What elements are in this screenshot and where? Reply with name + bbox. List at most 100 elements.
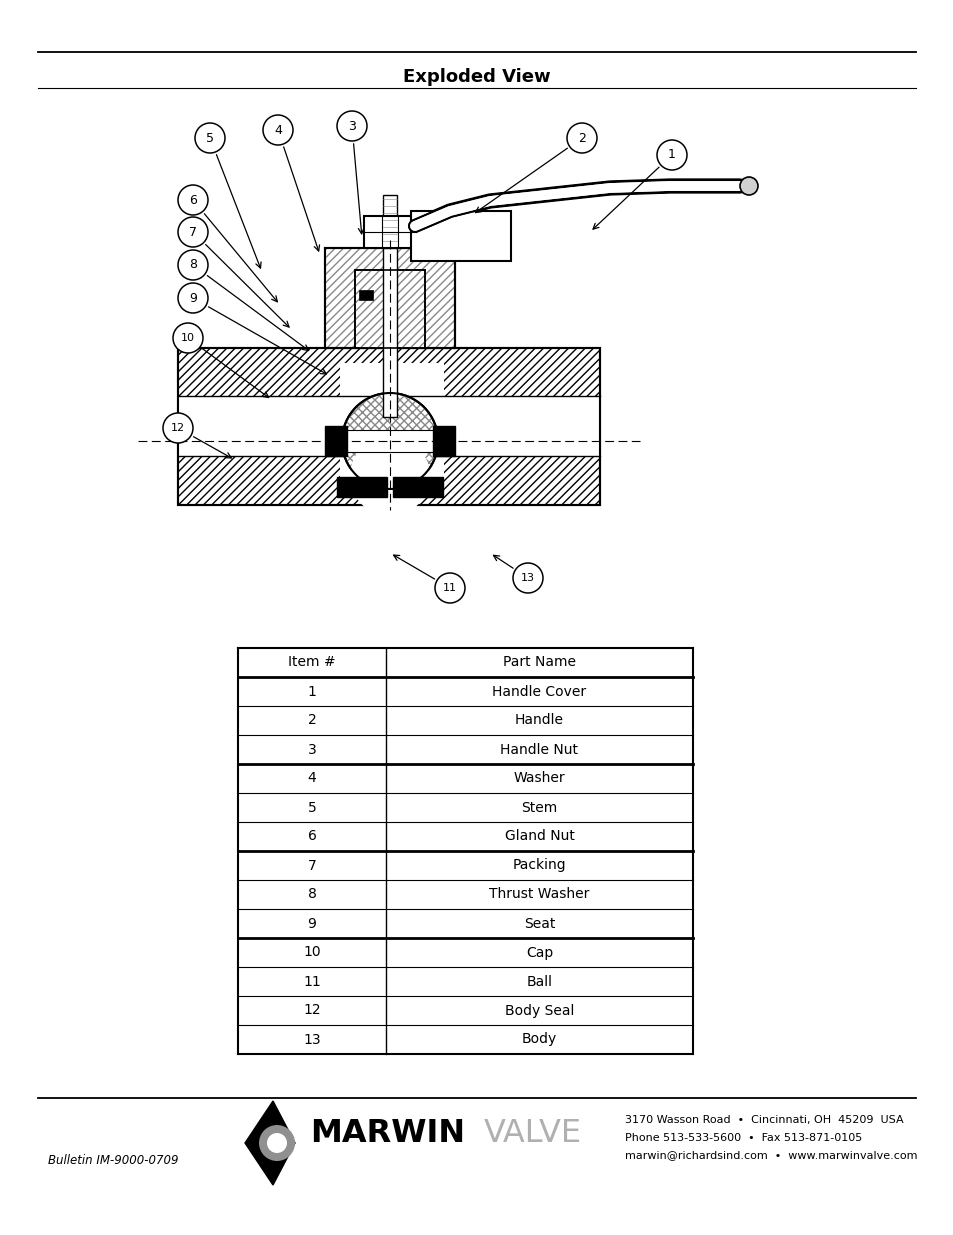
- Text: Stem: Stem: [521, 800, 558, 815]
- Circle shape: [194, 124, 225, 153]
- Text: Part Name: Part Name: [502, 656, 576, 669]
- Bar: [358, 290, 373, 300]
- Text: 3170 Wasson Road  •  Cincinnati, OH  45209  USA: 3170 Wasson Road • Cincinnati, OH 45209 …: [624, 1115, 902, 1125]
- Bar: [237, 851, 692, 881]
- Text: 9: 9: [307, 916, 316, 930]
- Circle shape: [435, 573, 464, 603]
- Text: 5: 5: [307, 800, 316, 815]
- Circle shape: [350, 436, 430, 516]
- Text: 9: 9: [189, 291, 196, 305]
- Bar: [237, 967, 692, 995]
- Bar: [237, 939, 692, 967]
- Circle shape: [172, 324, 203, 353]
- Text: 11: 11: [303, 974, 320, 988]
- Text: 1: 1: [307, 684, 316, 699]
- Bar: [237, 909, 692, 939]
- Text: 12: 12: [171, 424, 185, 433]
- Bar: [237, 735, 692, 764]
- Bar: [382, 195, 396, 248]
- Bar: [237, 648, 692, 677]
- Bar: [237, 823, 692, 851]
- Circle shape: [178, 283, 208, 312]
- Text: 6: 6: [307, 830, 316, 844]
- Bar: [237, 677, 692, 706]
- Polygon shape: [245, 1100, 294, 1186]
- Circle shape: [178, 185, 208, 215]
- Text: Cap: Cap: [525, 946, 553, 960]
- Bar: [355, 270, 424, 348]
- Text: 3: 3: [307, 742, 316, 757]
- Text: Handle Cover: Handle Cover: [492, 684, 586, 699]
- Circle shape: [657, 140, 686, 170]
- Text: Phone 513-533-5600  •  Fax 513-871-0105: Phone 513-533-5600 • Fax 513-871-0105: [624, 1132, 862, 1144]
- Bar: [325, 248, 455, 348]
- Text: 8: 8: [307, 888, 316, 902]
- Circle shape: [178, 249, 208, 280]
- Text: Ball: Ball: [526, 974, 552, 988]
- Text: Packing: Packing: [512, 858, 566, 872]
- Text: Handle Nut: Handle Nut: [500, 742, 578, 757]
- Bar: [237, 995, 692, 1025]
- Text: 1: 1: [667, 148, 676, 162]
- Text: 13: 13: [303, 1032, 320, 1046]
- Bar: [178, 348, 599, 505]
- Bar: [433, 426, 455, 456]
- Bar: [364, 216, 416, 248]
- Circle shape: [258, 1125, 294, 1161]
- Bar: [237, 793, 692, 823]
- Text: 5: 5: [206, 131, 213, 144]
- Text: 10: 10: [303, 946, 320, 960]
- Text: VALVE: VALVE: [483, 1118, 581, 1149]
- Bar: [393, 477, 442, 496]
- Circle shape: [178, 217, 208, 247]
- Text: 7: 7: [189, 226, 196, 238]
- Text: 2: 2: [307, 714, 316, 727]
- Text: marwin@richardsind.com  •  www.marwinvalve.com: marwin@richardsind.com • www.marwinvalve…: [624, 1150, 917, 1160]
- Circle shape: [566, 124, 597, 153]
- Text: 10: 10: [181, 333, 194, 343]
- Bar: [178, 348, 599, 505]
- Bar: [237, 764, 692, 793]
- Bar: [325, 248, 455, 348]
- Text: 6: 6: [189, 194, 196, 206]
- Text: 8: 8: [189, 258, 196, 272]
- Text: 4: 4: [274, 124, 282, 137]
- Text: 7: 7: [307, 858, 316, 872]
- Bar: [355, 270, 424, 348]
- Text: Thrust Washer: Thrust Washer: [489, 888, 589, 902]
- Text: 4: 4: [307, 772, 316, 785]
- Text: 11: 11: [442, 583, 456, 593]
- Text: 13: 13: [520, 573, 535, 583]
- Text: Body Seal: Body Seal: [504, 1004, 574, 1018]
- Bar: [237, 881, 692, 909]
- Circle shape: [267, 1132, 287, 1153]
- Text: MARWIN: MARWIN: [310, 1118, 465, 1149]
- Text: Seat: Seat: [523, 916, 555, 930]
- Bar: [178, 396, 599, 456]
- Text: Washer: Washer: [513, 772, 565, 785]
- Text: Handle: Handle: [515, 714, 563, 727]
- Bar: [237, 706, 692, 735]
- Circle shape: [263, 115, 293, 144]
- Bar: [325, 248, 455, 348]
- Text: 3: 3: [348, 120, 355, 132]
- Bar: [178, 348, 599, 505]
- Bar: [382, 248, 396, 417]
- Circle shape: [513, 563, 542, 593]
- Text: 12: 12: [303, 1004, 320, 1018]
- Bar: [411, 211, 511, 261]
- Bar: [341, 430, 437, 452]
- Text: Item #: Item #: [288, 656, 335, 669]
- Circle shape: [163, 412, 193, 443]
- Circle shape: [740, 177, 758, 195]
- Bar: [336, 477, 387, 496]
- Text: 2: 2: [578, 131, 585, 144]
- Text: Bulletin IM-9000-0709: Bulletin IM-9000-0709: [48, 1153, 178, 1167]
- Circle shape: [341, 393, 437, 489]
- Text: Gland Nut: Gland Nut: [504, 830, 574, 844]
- Bar: [325, 426, 347, 456]
- Text: Exploded View: Exploded View: [403, 68, 550, 86]
- Bar: [237, 1025, 692, 1053]
- Bar: [355, 270, 424, 348]
- Text: Body: Body: [521, 1032, 557, 1046]
